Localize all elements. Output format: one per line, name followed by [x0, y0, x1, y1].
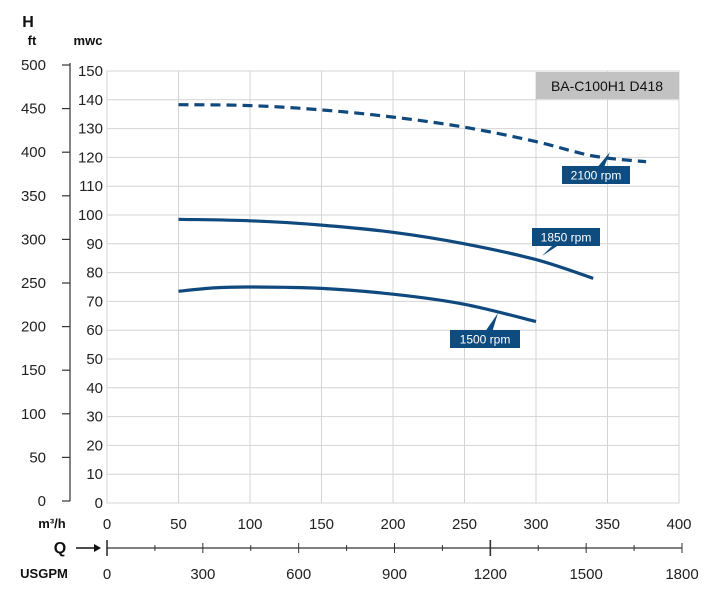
usgpm-tick-label: 1800 — [665, 566, 698, 583]
mwc-tick-label: 50 — [86, 351, 103, 368]
flow-arrow-icon — [76, 544, 101, 552]
m3h-tick-label: 150 — [309, 516, 334, 533]
curve-2100-rpm — [178, 103, 647, 164]
mwc-tick-label: 0 — [95, 495, 103, 512]
mwc-tick-label: 120 — [78, 149, 103, 166]
ft-tick-label: 0 — [38, 493, 46, 510]
mwc-tick-label: 100 — [78, 207, 103, 224]
series-label-text: 1500 rpm — [460, 333, 511, 347]
mwc-tick-label: 140 — [78, 92, 103, 109]
m3h-tick-label: 250 — [452, 516, 477, 533]
ft-tick-label: 50 — [29, 449, 46, 466]
ft-unit-label: ft — [28, 33, 37, 48]
chart-title: BA-C100H1 D418 — [551, 78, 663, 94]
series-label-2100-rpm: 2100 rpm — [562, 152, 630, 184]
mwc-tick-label: 80 — [86, 265, 103, 282]
mwc-tick-label: 10 — [86, 466, 103, 483]
ft-tick-label: 200 — [21, 319, 46, 336]
ft-tick-label: 100 — [21, 406, 46, 423]
usgpm-tick-label: 1500 — [569, 566, 602, 583]
usgpm-tick-label: 900 — [382, 566, 407, 583]
m3h-tick-label: 300 — [523, 516, 548, 533]
ft-tick-label: 400 — [21, 144, 46, 161]
grid — [106, 70, 680, 504]
series-labels: 2100 rpm 1850 rpm 1500 rpm — [450, 152, 630, 348]
mwc-tick-label: 40 — [86, 380, 103, 397]
series-label-text: 2100 rpm — [571, 169, 622, 183]
chart-title-box: BA-C100H1 D418 — [536, 72, 679, 99]
m3h-tick-label: 200 — [380, 516, 405, 533]
y-axis: 0 50 100 150 200 250 300 350 400 450 500 0 10 20 30 40 5… — [21, 57, 103, 512]
ft-tick-label: 450 — [21, 101, 46, 118]
series-label-1850-rpm: 1850 rpm — [532, 228, 600, 256]
ft-tick-label: 150 — [21, 362, 46, 379]
m3h-tick-label: 400 — [666, 516, 691, 533]
ft-tick-label: 350 — [21, 188, 46, 205]
usgpm-tick-label: 600 — [286, 566, 311, 583]
mwc-tick-label: 60 — [86, 322, 103, 339]
curve-1850-rpm — [178, 217, 594, 280]
m3h-unit-label: m³/h — [38, 516, 66, 531]
mwc-tick-label: 30 — [86, 409, 103, 426]
mwc-tick-label: 130 — [78, 121, 103, 138]
mwc-tick-label: 110 — [79, 178, 103, 195]
m3h-tick-label: 100 — [237, 516, 262, 533]
curves — [178, 103, 647, 324]
usgpm-tick-label: 0 — [103, 566, 111, 583]
label-box — [562, 166, 630, 184]
label-box — [532, 228, 600, 246]
m3h-tick-label: 0 — [103, 516, 111, 533]
flow-label: Q — [54, 540, 66, 557]
head-label: H — [22, 14, 34, 31]
mwc-tick-label: 90 — [86, 236, 103, 253]
m3h-tick-label: 350 — [595, 516, 620, 533]
mwc-tick-label: 70 — [86, 293, 103, 310]
mwc-unit-label: mwc — [74, 33, 103, 48]
ft-tick-label: 300 — [21, 231, 46, 248]
m3h-tick-label: 50 — [170, 516, 187, 533]
mwc-tick-label: 150 — [78, 63, 103, 80]
label-box — [450, 330, 520, 348]
series-label-text: 1850 rpm — [541, 231, 592, 245]
ft-tick-label: 250 — [21, 275, 46, 292]
usgpm-tick-label: 300 — [190, 566, 215, 583]
ft-tick-label: 500 — [21, 57, 46, 74]
mwc-tick-label: 20 — [86, 437, 103, 454]
usgpm-tick-label: 1200 — [474, 566, 507, 583]
x-axis: 0 50 100 150 200 250 300 350 400 0 300 600 900 1200 15… — [103, 516, 699, 583]
series-label-1500-rpm: 1500 rpm — [450, 313, 520, 348]
curve-1500-rpm — [178, 285, 537, 324]
usgpm-unit-label: USGPM — [20, 566, 68, 581]
